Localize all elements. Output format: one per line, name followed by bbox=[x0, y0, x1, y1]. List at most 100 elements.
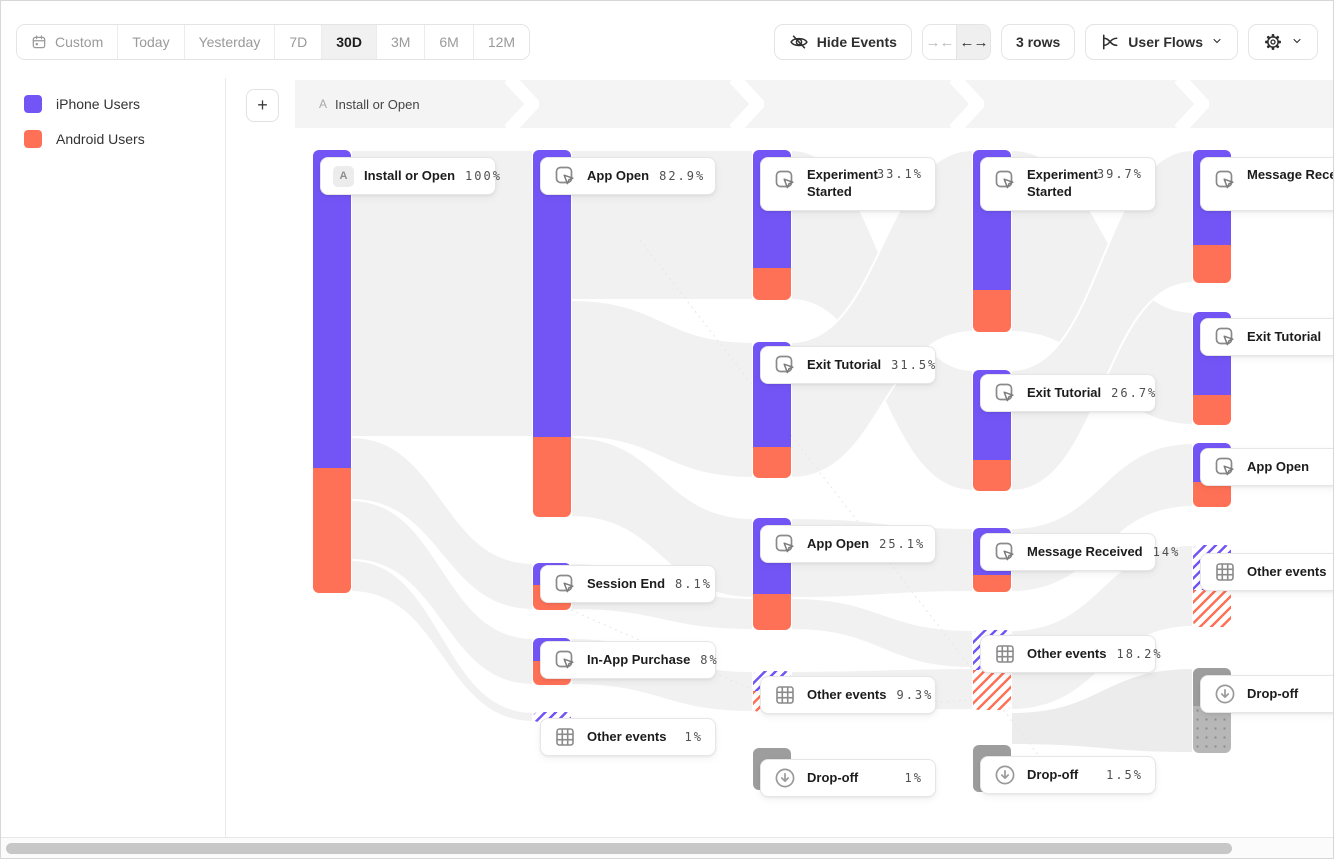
sankey-link bbox=[350, 498, 534, 687]
date-range-7d[interactable]: 7D bbox=[274, 25, 322, 59]
series-legend: iPhone Users Android Users bbox=[0, 78, 225, 832]
node-label: Exit Tutorial bbox=[807, 356, 882, 372]
node-card-drop-off[interactable]: Drop-off 1.5% bbox=[980, 756, 1156, 794]
click-event-icon bbox=[553, 572, 577, 596]
date-range-3m[interactable]: 3M bbox=[375, 25, 425, 59]
node-label: Drop-off bbox=[1027, 766, 1079, 782]
drop-off-icon bbox=[773, 766, 797, 790]
legend-item-iphone-users[interactable]: iPhone Users bbox=[24, 95, 225, 113]
date-range-30d[interactable]: 30D bbox=[321, 25, 376, 59]
view-selector-label: User Flows bbox=[1128, 34, 1203, 50]
node-card-drop-off[interactable]: Drop-off 1% bbox=[760, 759, 936, 797]
node-card-other-events[interactable]: Other events 1% bbox=[540, 718, 716, 756]
step-header-first[interactable]: A Install or Open bbox=[319, 80, 420, 128]
horizontal-scrollbar-thumb[interactable] bbox=[6, 843, 1232, 854]
node-label: Experiment Started bbox=[807, 167, 878, 199]
node-percentage: 25.1% bbox=[879, 537, 926, 551]
hide-events-button[interactable]: Hide Events bbox=[773, 24, 912, 60]
node-percentage: 33.1% bbox=[876, 167, 923, 181]
node-card-app-open[interactable]: App Open bbox=[1200, 448, 1334, 486]
node-label: App Open bbox=[587, 167, 650, 183]
node-percentage: 14% bbox=[1152, 545, 1181, 559]
node-card-exit-tutorial[interactable]: Exit Tutorial 31.5% bbox=[760, 346, 936, 384]
chevron-down-icon bbox=[1211, 34, 1223, 50]
date-range-label: Yesterday bbox=[198, 34, 261, 50]
node-card-in-app-purchase[interactable]: In-App Purchase 8% bbox=[540, 641, 719, 679]
node-card-install-or-open[interactable]: A Install or Open 100% bbox=[320, 157, 500, 195]
legend-label: iPhone Users bbox=[56, 96, 141, 112]
date-range-label: 30D bbox=[336, 34, 362, 50]
date-range-yesterday[interactable]: Yesterday bbox=[183, 25, 275, 59]
node-card-app-open[interactable]: App Open 82.9% bbox=[540, 157, 716, 195]
sankey-bar-other-events[interactable] bbox=[533, 712, 571, 722]
node-percentage: 8% bbox=[700, 653, 719, 667]
node-card-other-events[interactable]: Other events 9.3% bbox=[760, 676, 936, 714]
top-toolbar: Custom Today Yesterday 7D 30D 3M 6M 12M Hide Ev… bbox=[16, 24, 1318, 60]
click-event-icon bbox=[1213, 168, 1237, 192]
step-chevron-separator bbox=[504, 73, 542, 135]
view-selector-dropdown[interactable]: User Flows bbox=[1085, 24, 1238, 60]
node-percentage: 8.1% bbox=[675, 577, 712, 591]
other-events-grid-icon bbox=[553, 725, 577, 749]
node-card-session-end[interactable]: Session End 8.1% bbox=[540, 565, 716, 603]
gear-icon bbox=[1263, 32, 1283, 52]
node-percentage: 82.9% bbox=[659, 169, 706, 183]
node-label: Install or Open bbox=[364, 167, 456, 183]
node-card-message-received[interactable]: Message Received bbox=[1200, 157, 1334, 211]
node-card-app-open[interactable]: App Open 25.1% bbox=[760, 525, 936, 563]
sankey-bar-install-or-open[interactable] bbox=[313, 150, 351, 593]
click-event-icon bbox=[553, 164, 577, 188]
node-percentage: 31.5% bbox=[891, 358, 938, 372]
collapse-columns-button[interactable]: →← bbox=[922, 25, 956, 59]
node-label: Other events bbox=[1027, 645, 1107, 661]
date-range-label: 7D bbox=[289, 34, 308, 50]
date-range-group: Custom Today Yesterday 7D 30D 3M 6M 12M bbox=[16, 24, 531, 60]
rows-button[interactable]: 3 rows bbox=[1000, 24, 1076, 60]
node-card-exit-tutorial[interactable]: Exit Tutorial bbox=[1200, 318, 1334, 356]
click-event-icon bbox=[993, 381, 1017, 405]
date-range-custom[interactable]: Custom bbox=[17, 25, 118, 59]
rows-label: 3 rows bbox=[1015, 34, 1061, 50]
other-events-grid-icon bbox=[773, 683, 797, 707]
expand-columns-button[interactable]: ←→ bbox=[955, 25, 990, 59]
node-card-message-received[interactable]: Message Received 14% bbox=[980, 533, 1178, 571]
date-range-today[interactable]: Today bbox=[117, 25, 184, 59]
legend-item-android-users[interactable]: Android Users bbox=[24, 130, 225, 148]
click-event-icon bbox=[773, 353, 797, 377]
sankey-link bbox=[570, 298, 754, 480]
click-event-icon bbox=[553, 648, 577, 672]
node-label: App Open bbox=[1247, 458, 1310, 474]
settings-dropdown[interactable] bbox=[1248, 24, 1318, 60]
date-range-6m[interactable]: 6M bbox=[424, 25, 473, 59]
node-card-experiment-started[interactable]: Experiment Started 33.1% bbox=[760, 157, 936, 211]
chevron-down-icon bbox=[1291, 34, 1303, 50]
node-card-exit-tutorial[interactable]: Exit Tutorial 26.7% bbox=[980, 374, 1156, 412]
sankey-bar-app-open[interactable] bbox=[533, 150, 571, 517]
node-percentage: 1% bbox=[904, 771, 923, 785]
node-label: Exit Tutorial bbox=[1247, 328, 1322, 344]
node-percentage: 1.5% bbox=[1106, 768, 1143, 782]
node-card-other-events[interactable]: Other events bbox=[1200, 553, 1334, 591]
collapse-arrows-icon: →← bbox=[925, 33, 954, 51]
node-percentage: 100% bbox=[465, 169, 502, 183]
click-event-icon bbox=[1213, 455, 1237, 479]
other-events-grid-icon bbox=[1213, 560, 1237, 584]
calendar-icon bbox=[31, 34, 47, 50]
node-card-other-events[interactable]: Other events 18.2% bbox=[980, 635, 1161, 673]
date-range-12m[interactable]: 12M bbox=[472, 25, 530, 59]
sankey-link bbox=[790, 596, 974, 670]
node-percentage: 26.7% bbox=[1111, 386, 1158, 400]
node-card-experiment-started[interactable]: Experiment Started 39.7% bbox=[980, 157, 1156, 211]
horizontal-scrollbar-track[interactable] bbox=[0, 837, 1334, 859]
add-step-button[interactable]: + bbox=[246, 89, 279, 122]
step-header-strip: A Install or Open bbox=[295, 73, 1334, 135]
other-events-grid-icon bbox=[993, 642, 1017, 666]
node-card-drop-off[interactable]: Drop-off bbox=[1200, 675, 1334, 713]
drop-off-icon bbox=[1213, 682, 1237, 706]
node-label: Session End bbox=[587, 575, 666, 591]
click-event-icon bbox=[1213, 325, 1237, 349]
step-a-badge: A bbox=[333, 165, 354, 187]
hide-events-label: Hide Events bbox=[816, 34, 897, 50]
date-range-label: Today bbox=[132, 34, 170, 50]
legend-label: Android Users bbox=[56, 131, 145, 147]
